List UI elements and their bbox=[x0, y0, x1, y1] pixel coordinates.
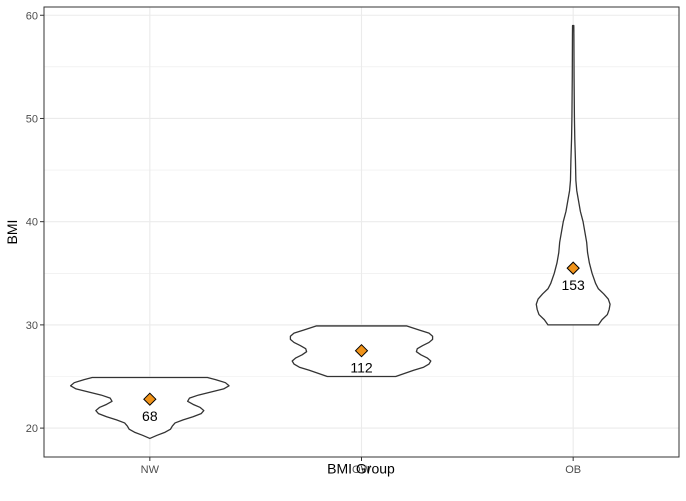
x-axis-title: BMI Group bbox=[327, 460, 395, 476]
count-label-nw: 68 bbox=[142, 408, 158, 424]
x-tick-label: NW bbox=[141, 464, 160, 476]
x-tick-label: OW bbox=[352, 464, 372, 476]
mean-marker-ow bbox=[354, 343, 369, 358]
count-label-ob: 153 bbox=[561, 277, 585, 293]
count-labels: 68 112 153 bbox=[142, 277, 585, 424]
x-tick-label: OB bbox=[565, 464, 581, 476]
y-axis-title: BMI bbox=[4, 220, 20, 245]
mean-marker-nw bbox=[143, 392, 157, 406]
violin-ob bbox=[535, 24, 611, 326]
y-tick-label: 40 bbox=[26, 217, 38, 229]
mean-markers bbox=[143, 261, 580, 406]
y-tick-label: 60 bbox=[26, 10, 38, 22]
y-axis-ticks: 20 30 40 50 60 bbox=[26, 10, 44, 435]
violin-nw bbox=[69, 376, 230, 440]
y-tick-label: 20 bbox=[26, 423, 38, 435]
y-tick-label: 50 bbox=[26, 113, 38, 125]
violins bbox=[69, 24, 611, 440]
mean-marker-ob bbox=[566, 261, 580, 275]
y-tick-label: 30 bbox=[26, 320, 38, 332]
x-axis-ticks: NW OW OB bbox=[141, 457, 581, 476]
count-label-ow: 112 bbox=[350, 360, 373, 376]
